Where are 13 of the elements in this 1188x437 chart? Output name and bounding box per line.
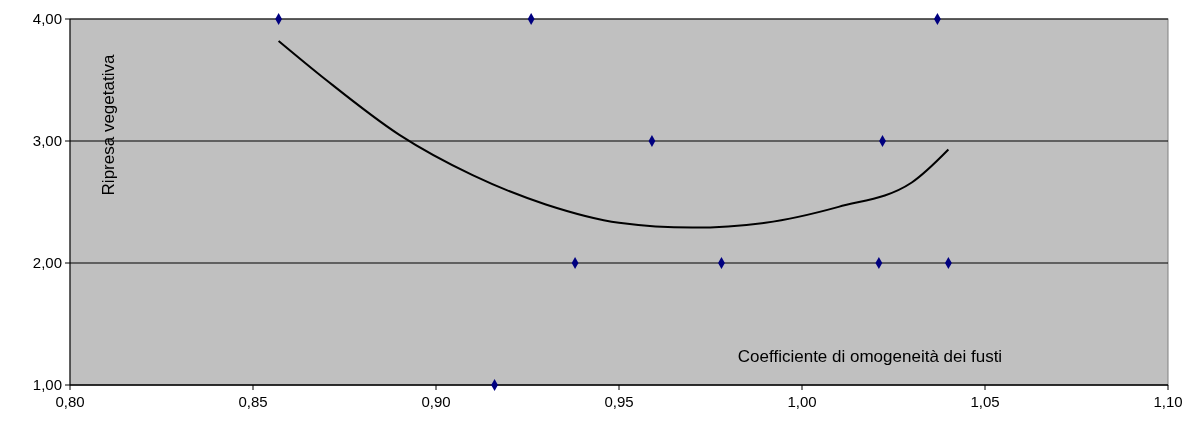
y-tick-label: 1,00 [32,376,62,393]
y-tick-label: 4,00 [32,10,62,27]
x-axis-title: Coefficiente di omogeneità dei fusti [737,347,1003,366]
x-tick-label: 0,95 [604,393,634,410]
x-tick-label: 1,05 [970,393,1000,410]
y-tick-label: 3,00 [32,132,62,149]
x-tick-label: 0,85 [238,393,268,410]
x-tick-label: 1,00 [787,393,817,410]
x-tick-label: 0,80 [55,393,85,410]
y-tick-label: 2,00 [32,254,62,271]
x-tick-label: 1,10 [1153,393,1183,410]
y-axis-title: Ripresa vegetativa [99,54,118,196]
x-tick-label: 0,90 [421,393,451,410]
